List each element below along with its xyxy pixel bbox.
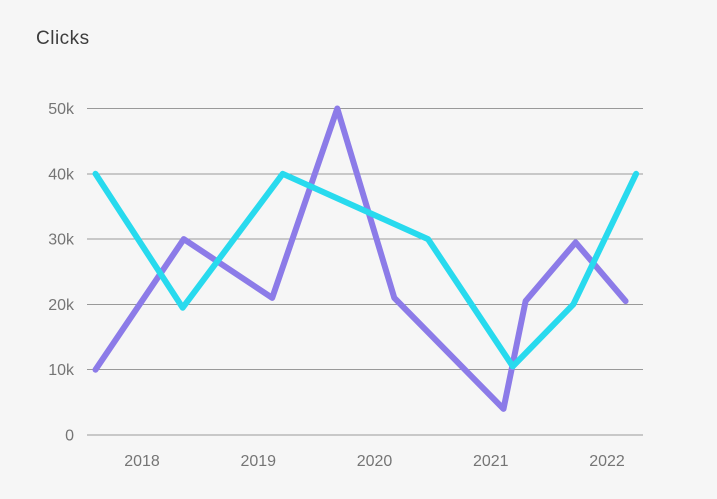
x-tick-label: 2021	[473, 453, 509, 470]
y-tick-label: 20k	[48, 297, 75, 314]
chart-title: Clicks	[36, 28, 90, 49]
x-axis-labels: 2018 2019 2020 2021 2022	[124, 453, 625, 470]
x-tick-label: 2020	[357, 453, 393, 470]
y-tick-label: 0	[65, 428, 74, 445]
x-tick-label: 2022	[589, 453, 625, 470]
x-tick-label: 2018	[124, 453, 160, 470]
series-lines	[92, 105, 640, 412]
x-tick-label: 2019	[240, 453, 276, 470]
purple-series-line	[92, 105, 629, 412]
gridlines	[87, 108, 643, 436]
y-tick-label: 40k	[48, 166, 75, 183]
cyan-series-line	[92, 170, 640, 370]
y-axis-labels: 0 10k 20k 30k 40k 50k	[48, 101, 75, 445]
y-tick-label: 50k	[48, 101, 75, 118]
y-tick-label: 10k	[48, 362, 75, 379]
y-tick-label: 30k	[48, 232, 75, 249]
